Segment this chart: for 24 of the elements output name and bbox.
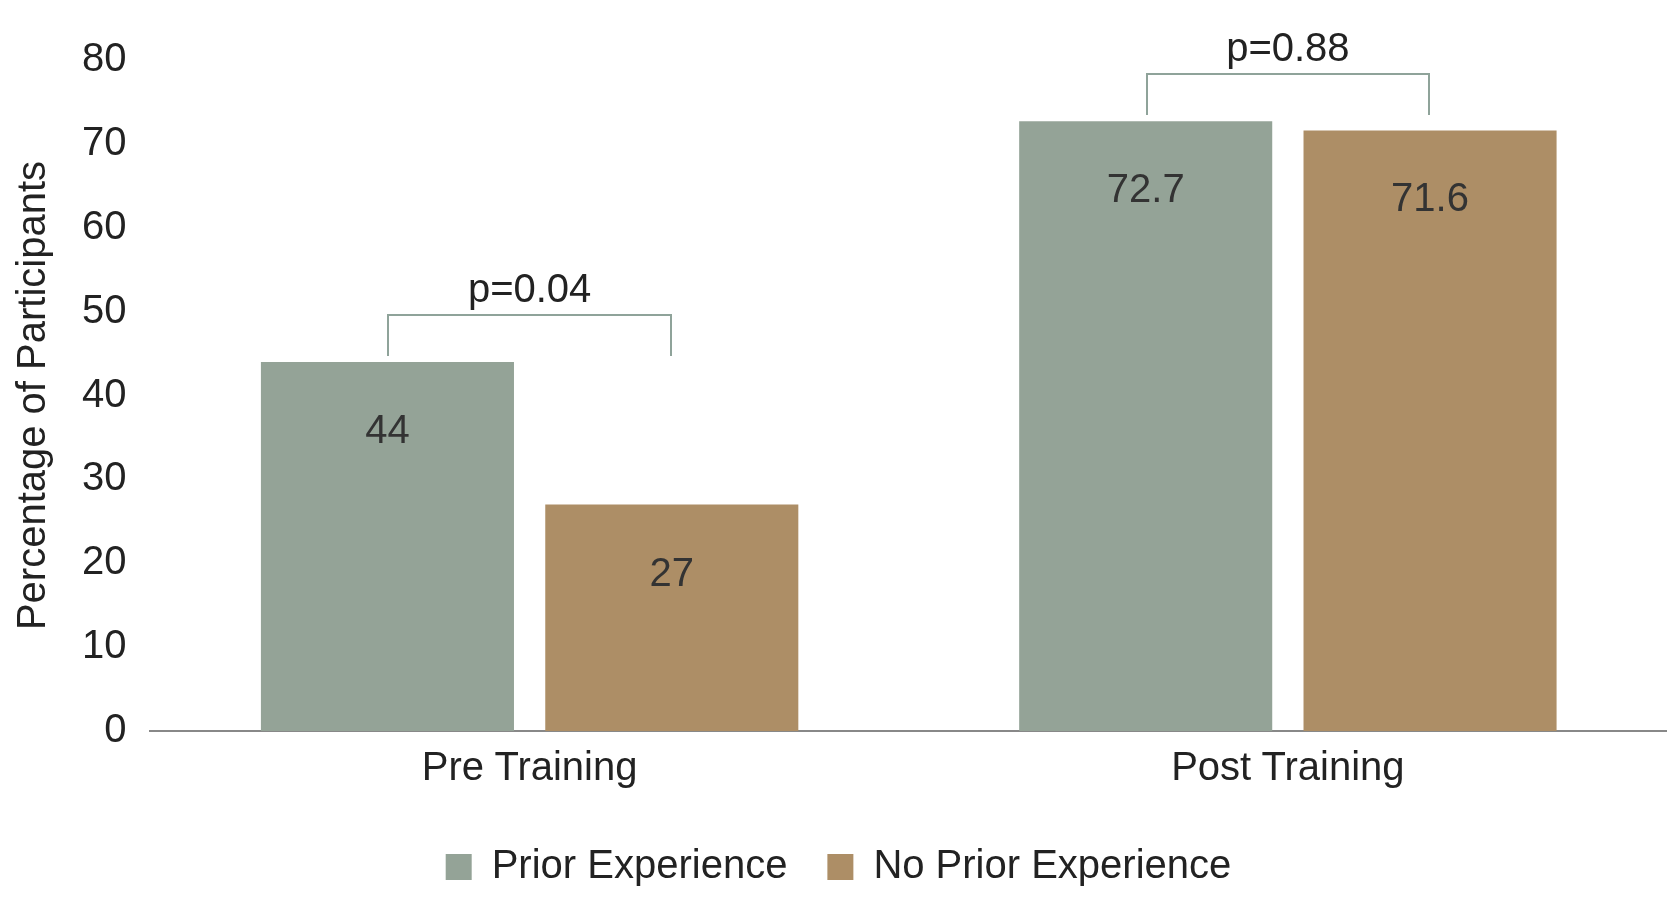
bar xyxy=(1303,130,1557,731)
y-tick-label: 10 xyxy=(81,622,127,667)
y-tick-label: 30 xyxy=(81,454,127,499)
y-tick-label: 70 xyxy=(81,118,127,163)
bar xyxy=(1019,121,1273,731)
y-axis-title: Percentage of Participants xyxy=(9,160,54,631)
data-label: 72.7 xyxy=(1106,166,1185,211)
data-label: 71.6 xyxy=(1391,175,1469,220)
bar xyxy=(260,361,514,731)
x-tick-label: Post Training xyxy=(1171,744,1405,789)
data-label: 44 xyxy=(365,406,410,451)
legend-label: No Prior Experience xyxy=(873,842,1232,887)
y-tick-label: 60 xyxy=(81,202,127,247)
y-tick-label: 80 xyxy=(81,35,127,80)
legend-label: Prior Experience xyxy=(491,842,788,887)
y-tick-label: 40 xyxy=(81,370,127,415)
y-tick-label: 0 xyxy=(104,706,127,751)
annotation: p=0.88 xyxy=(1226,25,1350,70)
y-tick-label: 50 xyxy=(81,286,127,331)
x-tick-label: Pre Training xyxy=(421,744,638,789)
annotation: p=0.04 xyxy=(467,265,592,310)
data-label: 27 xyxy=(649,549,695,594)
y-tick-label: 20 xyxy=(81,538,127,583)
bar xyxy=(545,504,799,731)
